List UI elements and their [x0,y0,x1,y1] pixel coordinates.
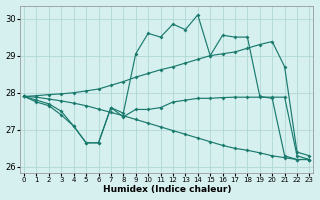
X-axis label: Humidex (Indice chaleur): Humidex (Indice chaleur) [102,185,231,194]
